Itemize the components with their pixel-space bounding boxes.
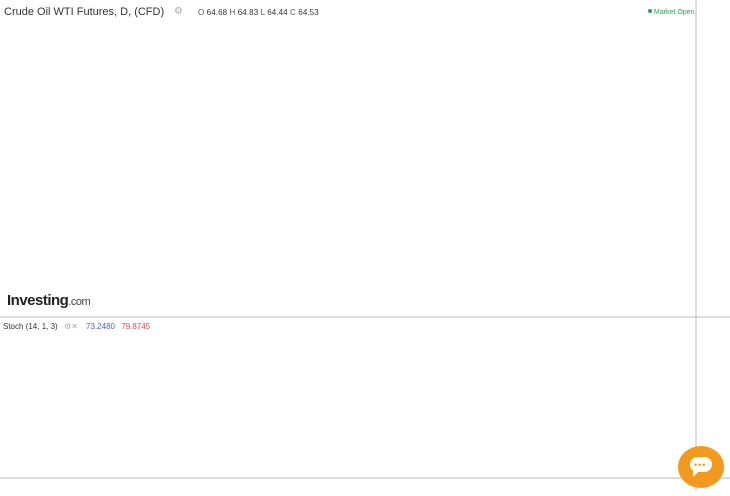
status-dot-icon bbox=[648, 9, 652, 13]
low-value: 64.44 bbox=[267, 8, 288, 17]
open-label: O bbox=[198, 8, 205, 17]
chat-bubble-icon bbox=[690, 457, 712, 477]
high-value: 64.83 bbox=[237, 8, 259, 17]
market-status: Market Open bbox=[648, 9, 694, 16]
open-value: 64.68 bbox=[206, 8, 228, 17]
settings-icon[interactable]: ⚙ bbox=[174, 6, 183, 17]
high-label: H bbox=[229, 8, 236, 17]
chat-button[interactable]: ••• bbox=[678, 446, 724, 488]
chart-title: Crude Oil WTI Futures, D, (CFD) bbox=[4, 6, 165, 18]
low-label: L bbox=[260, 8, 265, 17]
ohlc-readout: O 64.68 H 64.83 L 64.44 C 64.53 bbox=[198, 8, 319, 17]
stoch-label: Stoch (14, 1, 3) bbox=[3, 322, 58, 331]
stoch-k-value: 73.2480 bbox=[86, 322, 115, 331]
market-status-text: Market Open bbox=[654, 9, 695, 16]
stoch-d-value: 79.8745 bbox=[121, 322, 151, 331]
close-label: C bbox=[290, 8, 296, 17]
indicator-settings-icon[interactable]: ⚙✕ bbox=[63, 322, 78, 331]
close-value: 64.53 bbox=[298, 8, 319, 17]
logo-brand: Investing bbox=[7, 292, 69, 309]
chat-dots-icon: ••• bbox=[694, 460, 707, 470]
stoch-header: Stoch (14, 1, 3) ⚙✕ 73.2480 79.8745 bbox=[3, 322, 150, 331]
logo-suffix: .com bbox=[68, 296, 91, 308]
chart-header: Crude Oil WTI Futures, D, (CFD) ⚙ O 64.6… bbox=[0, 0, 730, 22]
investing-logo[interactable]: Investing.com bbox=[7, 292, 91, 309]
